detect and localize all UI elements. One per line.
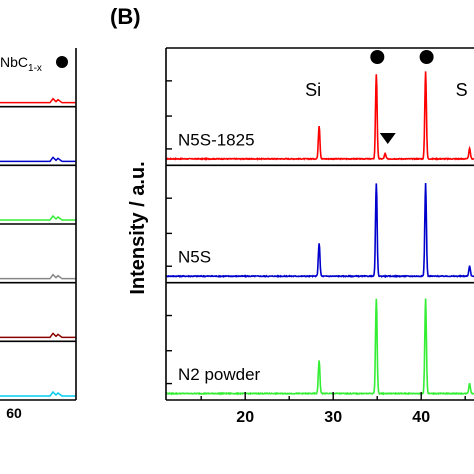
left-series-line-2: [0, 156, 76, 163]
series-line-1: [165, 71, 474, 161]
series-line-3: [165, 298, 474, 396]
series-label-1: N5S-1825: [178, 130, 255, 149]
y-axis-title: Intensity / a.u.: [127, 161, 149, 294]
x-tick-label-20: 20: [236, 409, 254, 426]
left-panel: NbC1-x 60: [0, 48, 77, 421]
peak-marker-circle-2: [370, 50, 385, 64]
left-legend-label: NbC1-x: [0, 54, 42, 74]
series-label-2: N5S: [178, 248, 211, 267]
annotation-text-1: S: [456, 80, 468, 100]
series-line-2: [165, 182, 474, 279]
left-series-line-4: [0, 273, 76, 280]
peak-marker-circle-3: [419, 50, 434, 64]
panel-label-b: (B): [110, 4, 141, 29]
left-series-line-3: [0, 214, 76, 221]
panel-b: N5S-1825 N5S N2 powder 20 30 40 Si S: [165, 47, 474, 426]
left-legend-marker: [56, 56, 68, 68]
series-label-3: N2 powder: [178, 365, 261, 384]
left-tick-label-60: 60: [6, 405, 22, 421]
left-series-line-5: [0, 332, 76, 339]
x-tick-label-40: 40: [412, 409, 430, 426]
x-tick-label-30: 30: [324, 409, 342, 426]
annotation-text-0: Si: [305, 80, 321, 100]
peak-marker-triangle-4: [379, 133, 396, 144]
left-series-line-1: [0, 97, 76, 104]
left-series-line-6: [0, 390, 76, 397]
